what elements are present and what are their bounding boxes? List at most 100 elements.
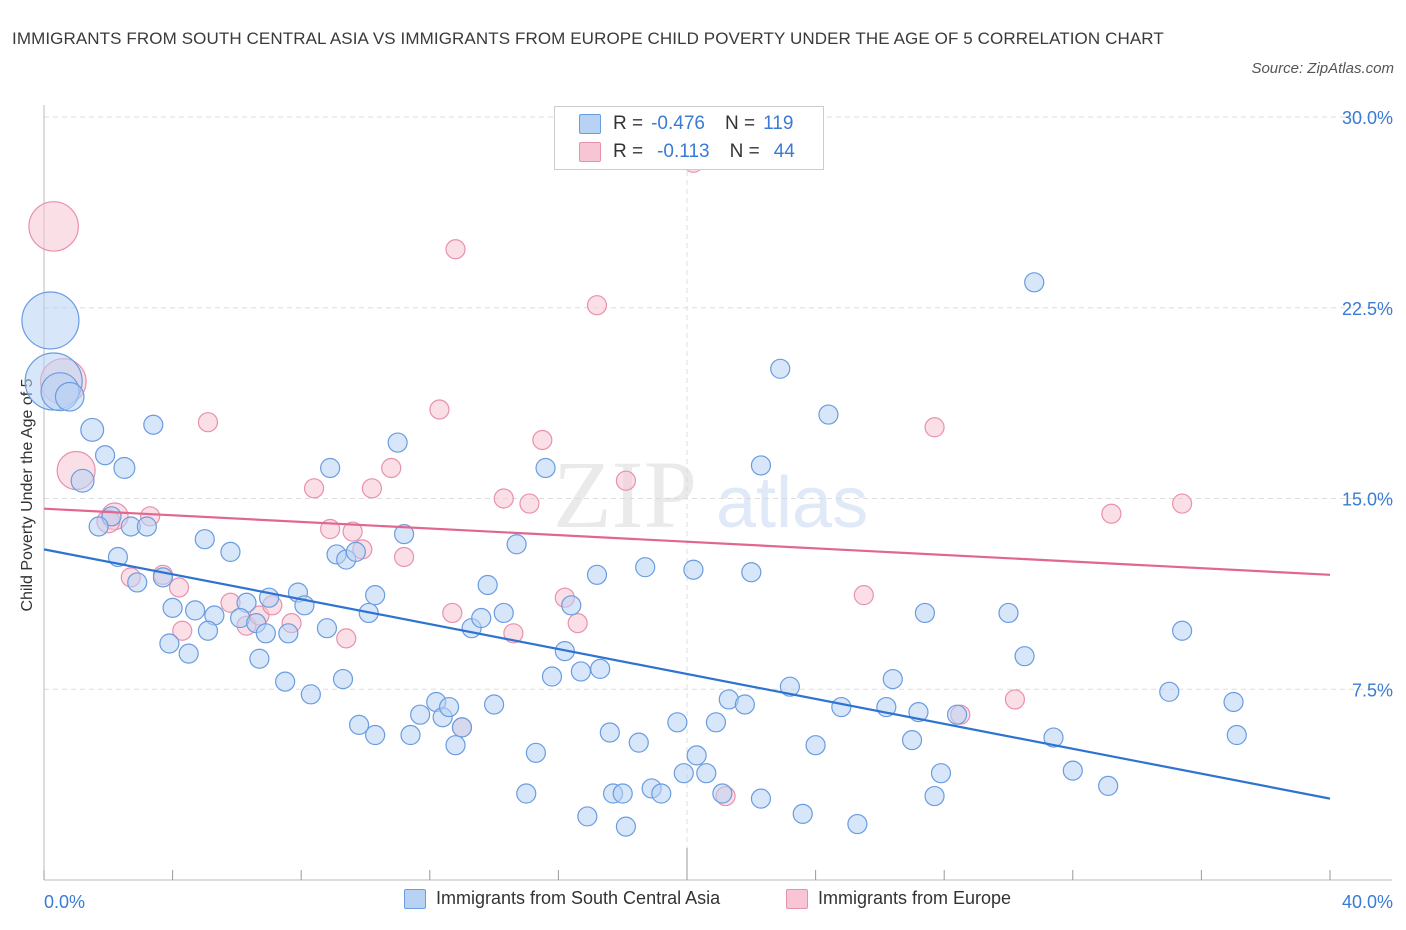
europe-point [586,295,608,316]
south-central-asia-point [113,456,136,480]
trend-line-south-central-asia [43,548,1331,800]
europe-point [503,623,524,644]
south-central-asia-point [143,414,164,435]
watermark-atlas: atlas [716,463,868,543]
south-central-asia-point [1043,727,1064,748]
europe-point [381,457,402,479]
south-central-asia-point [410,704,431,725]
europe-point [303,478,325,499]
south-central-asia-point [750,788,772,809]
south-central-asia-point [320,457,341,479]
south-central-asia-point [541,666,563,687]
bottom-legend-south-central-asia: Immigrants from South Central Asia [404,888,720,909]
south-central-asia-point [365,724,386,746]
south-central-asia-point [185,600,206,621]
south-central-asia-point [332,668,354,690]
south-central-asia-point [345,541,366,563]
south-central-asia-point [127,572,148,593]
south-central-asia-point [792,803,813,824]
south-central-asia-point [901,730,923,751]
south-central-asia-point [651,783,672,804]
south-central-asia-point [393,524,415,545]
south-central-asia-point [1098,775,1119,796]
south-central-asia-point [220,541,241,563]
south-central-asia-point [998,602,1019,624]
europe-point [429,399,450,420]
south-central-asia-point [831,696,852,718]
south-central-asia-point [779,676,800,697]
chart-title: IMMIGRANTS FROM SOUTH CENTRAL ASIA VS IM… [12,29,1164,48]
south-central-asia-point [278,623,299,644]
south-central-asia-point [577,806,598,827]
legend-row-europe: R = -0.113 N = 44 [579,139,795,165]
bottom-legend-swatch-pink [786,888,808,909]
south-central-asia-point [1014,646,1035,667]
legend-n-value: 44 [773,141,795,162]
south-central-asia-point [365,585,386,606]
south-central-asia-point [750,455,772,476]
south-central-asia-point [696,763,717,784]
europe-point [615,470,637,491]
south-central-asia-point [1223,691,1244,713]
south-central-asia-point [471,607,492,629]
south-central-asia-point [94,445,116,466]
bottom-legend-swatch-blue [404,888,426,909]
south-central-asia-point [673,763,694,784]
bottom-legend-label-blue: Immigrants from South Central Asia [436,888,721,908]
bottom-legend-label-pink: Immigrants from Europe [818,888,1012,908]
south-central-asia-point [400,724,421,746]
south-central-asia-point [136,516,157,537]
south-central-asia-point [194,529,215,550]
south-central-asia-point [477,574,498,596]
south-central-asia-point [570,661,592,682]
watermark: ZIP atlas [553,441,868,548]
y-tick-label: 22.5% [1342,299,1393,319]
europe-point [493,488,514,509]
south-central-asia-point [1062,760,1083,781]
south-central-asia-point [178,643,199,664]
south-central-asia-point [1024,272,1045,293]
europe-point [853,585,874,606]
europe-point [1004,689,1026,710]
legend-n-label: N = [724,113,756,134]
south-central-asia-point [599,722,620,743]
south-central-asia-point [805,735,826,756]
europe-point [172,620,193,641]
south-central-asia-point [1172,620,1193,641]
south-central-asia-point [88,516,109,537]
legend-row-south-central-asia: R = -0.476 N = 119 [579,111,793,137]
europe-point [168,577,190,598]
south-central-asia-point [159,633,180,654]
south-central-asia-point [667,712,688,733]
south-central-asia-point [275,671,296,692]
bottom-legend-europe: Immigrants from Europe [786,888,1011,909]
south-central-asia-point [946,704,968,725]
y-tick-label: 7.5% [1352,680,1393,700]
south-central-asia-point [741,562,762,583]
stats-legend: R = -0.476 N = 119 R = -0.113 N = 44 [554,106,824,170]
europe-point [197,412,219,433]
south-central-asia-point [628,732,649,753]
legend-swatch-blue [579,114,601,134]
south-central-asia-point [930,763,952,784]
south-central-asia-point [316,618,338,639]
legend-n-value: 119 [763,113,794,134]
south-central-asia-point [590,658,611,680]
south-central-asia-point [924,785,945,807]
europe-point [1101,503,1122,524]
south-central-asia-point [683,559,704,580]
south-central-asia-point [197,620,219,641]
south-central-asia-point [770,358,791,379]
south-central-asia-point [635,557,656,578]
legend-r-value: -0.113 [657,141,710,162]
europe-point [361,478,383,499]
south-central-asia-point [882,668,903,690]
south-central-asia-point [445,735,466,756]
south-central-asia-point [255,623,276,644]
europe-point [445,239,466,260]
europe-point [442,602,463,624]
south-central-asia-point [712,783,733,804]
europe-point [342,521,363,542]
europe-point [519,493,540,514]
south-central-asia-point [561,595,582,616]
